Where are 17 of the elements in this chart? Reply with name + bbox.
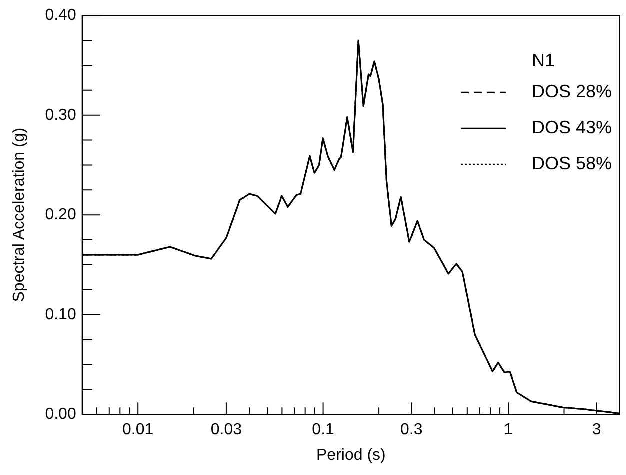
legend-title: N1 <box>532 50 555 71</box>
y-tick-label: 0.30 <box>45 106 76 124</box>
x-tick-label: 3 <box>592 422 602 439</box>
y-tick-label: 0.40 <box>45 7 76 24</box>
y-tick-label: 0.10 <box>45 306 76 324</box>
legend-label: DOS 58% <box>532 154 612 174</box>
y-tick-label: 0.00 <box>45 406 76 424</box>
x-tick-label: 1 <box>504 422 514 439</box>
x-tick-label: 0.01 <box>122 422 154 439</box>
y-tick-label: 0.20 <box>45 206 76 224</box>
legend-label: DOS 28% <box>532 82 612 102</box>
x-tick-label: 0.03 <box>210 422 242 439</box>
x-axis-title: Period (s) <box>316 446 386 464</box>
x-tick-label: 0.1 <box>312 422 335 439</box>
x-tick-label: 0.3 <box>400 422 423 439</box>
y-axis-title: Spectral Acceleration (g) <box>11 128 28 302</box>
legend-label: DOS 43% <box>532 118 612 138</box>
